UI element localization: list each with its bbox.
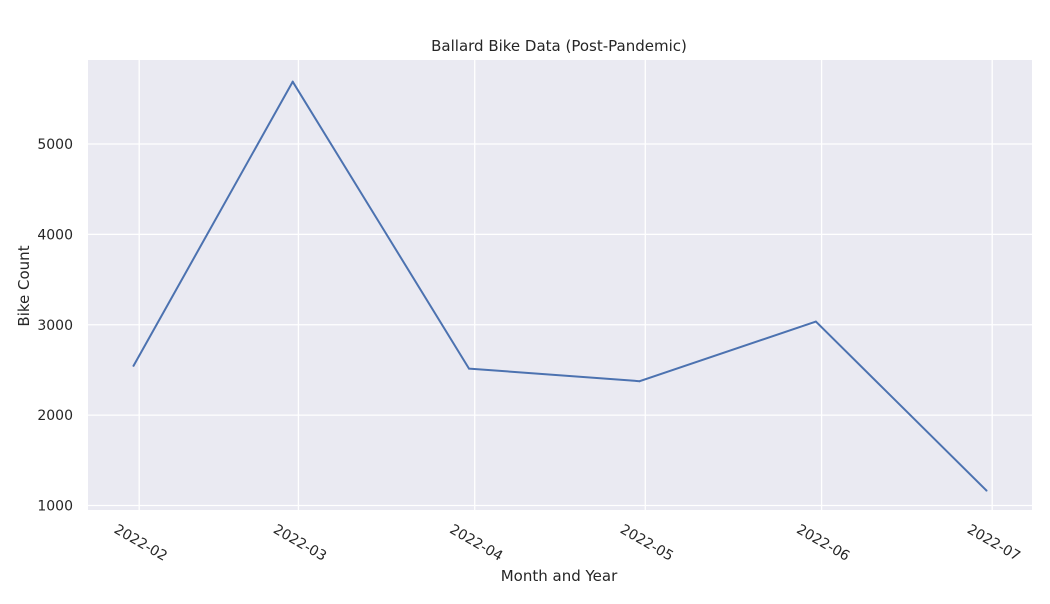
data-point [814, 320, 817, 323]
y-tick-label: 5000 [37, 137, 73, 153]
grid-lines [88, 60, 1032, 510]
data-point [985, 489, 988, 492]
chart-title: Ballard Bike Data (Post-Pandemic) [431, 37, 687, 55]
y-tick-label: 2000 [37, 408, 73, 424]
data-point [468, 367, 471, 370]
y-axis-label: Bike Count [15, 245, 33, 326]
y-tick-label: 1000 [37, 498, 73, 514]
plot-background [88, 60, 1032, 510]
series-layer [132, 80, 988, 492]
x-tick-label: 2022-05 [617, 522, 676, 565]
series-line [132, 80, 988, 492]
x-axis-label: Month and Year [501, 567, 618, 585]
x-tick-label: 2022-04 [447, 522, 506, 565]
data-point [132, 364, 135, 367]
x-tick-label: 2022-06 [794, 522, 853, 565]
data-point [291, 80, 294, 83]
x-tick-label: 2022-07 [964, 522, 1023, 565]
x-tick-label: 2022-03 [270, 522, 329, 565]
y-tick-label: 3000 [37, 318, 73, 334]
data-point [638, 380, 641, 383]
y-tick-label: 4000 [37, 227, 73, 243]
x-tick-label: 2022-02 [111, 522, 170, 565]
